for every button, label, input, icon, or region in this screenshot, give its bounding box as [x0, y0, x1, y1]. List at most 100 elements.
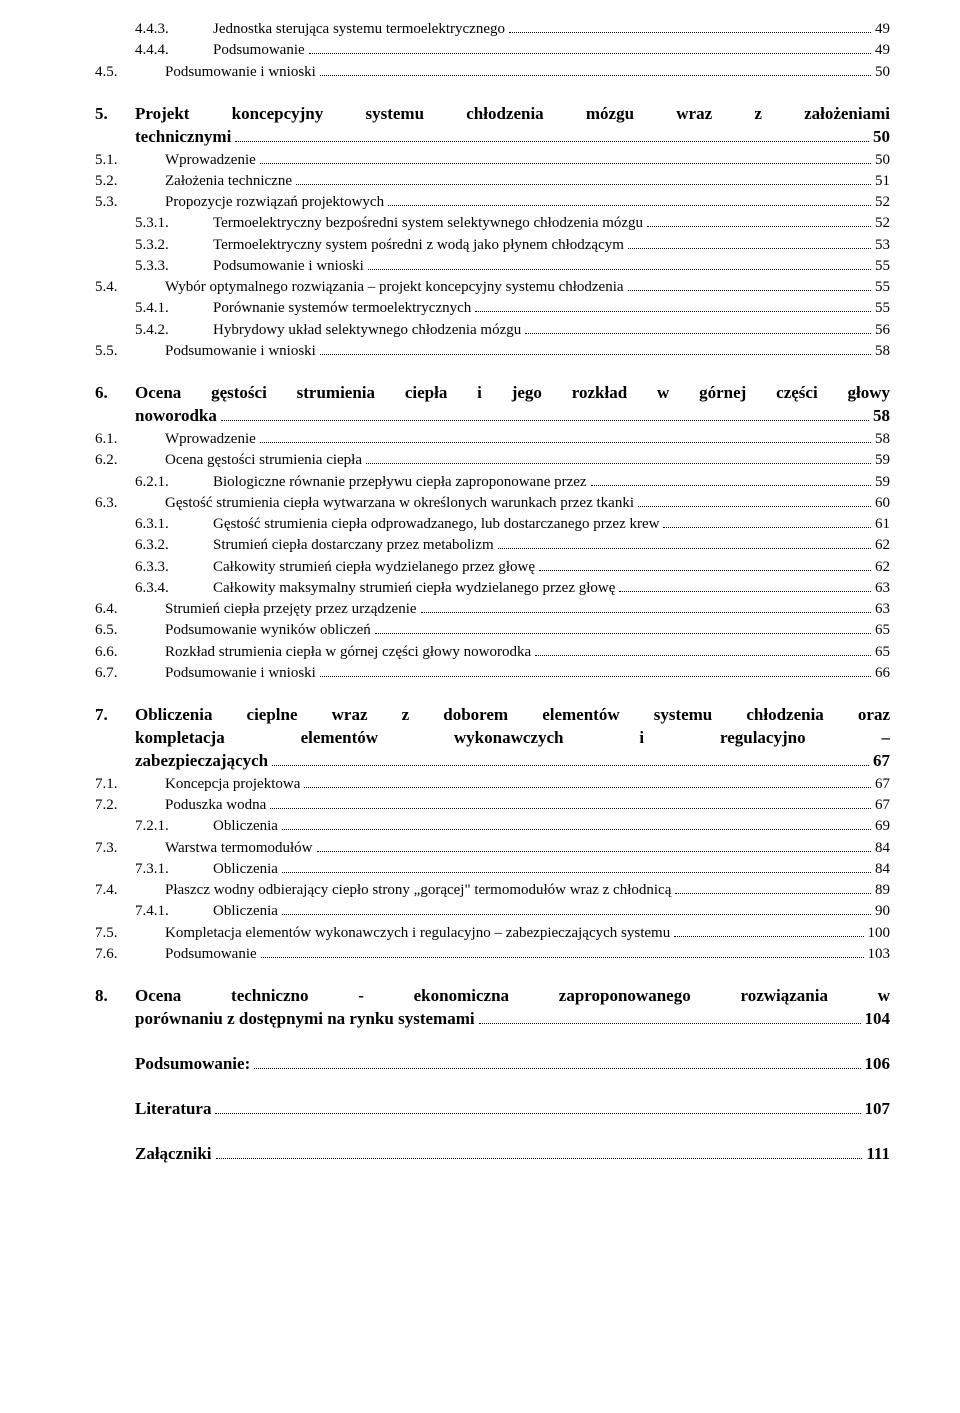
toc-page: 62	[875, 557, 890, 577]
toc-number: 6.2.1.	[135, 472, 213, 492]
toc-entry: 5.4.Wybór optymalnego rozwiązania – proj…	[95, 277, 890, 297]
toc-entry: 6.6.Rozkład strumienia ciepła w górnej c…	[95, 642, 890, 662]
toc-entry: 5.1.Wprowadzenie50	[95, 150, 890, 170]
toc-entry: 6.3.Gęstość strumienia ciepła wytwarzana…	[95, 493, 890, 513]
toc-entry: 7.3.Warstwa termomodułów84	[95, 838, 890, 858]
toc-entry: 5.2.Założenia techniczne51	[95, 171, 890, 191]
toc-leader-dots	[221, 420, 869, 421]
toc-entry: 6.1.Wprowadzenie58	[95, 429, 890, 449]
toc-leader-dots	[675, 893, 871, 894]
toc-title: Obliczenia	[213, 859, 278, 879]
toc-page: 49	[875, 19, 890, 39]
toc-page: 63	[875, 599, 890, 619]
toc-title: Strumień ciepła dostarczany przez metabo…	[213, 535, 494, 555]
section-gap	[95, 1076, 890, 1094]
toc-entry: 7.5.Kompletacja elementów wykonawczych i…	[95, 923, 890, 943]
toc-leader-dots	[309, 53, 871, 54]
toc-number: 8.	[95, 985, 135, 1008]
toc-leader-dots	[509, 32, 871, 33]
toc-entry: 6.5.Podsumowanie wyników obliczeń65	[95, 620, 890, 640]
toc-leader-dots	[304, 787, 871, 788]
toc-page: 50	[873, 126, 890, 149]
toc-title: Rozkład strumienia ciepła w górnej częśc…	[165, 642, 531, 662]
toc-number: 6.3.2.	[135, 535, 213, 555]
toc-chapter: 5.Projekt koncepcyjny systemu chłodzenia…	[95, 103, 890, 149]
toc-leader-dots	[674, 936, 863, 937]
toc-title: Koncepcja projektowa	[165, 774, 300, 794]
toc-leader-dots	[216, 1158, 863, 1159]
toc-entry: 7.3.1.Obliczenia84	[95, 859, 890, 879]
toc-entry: 6.3.1.Gęstość strumienia ciepła odprowad…	[95, 514, 890, 534]
toc-number: 6.3.	[95, 493, 165, 513]
toc-entry: 7.6.Podsumowanie103	[95, 944, 890, 964]
toc-leader-dots	[535, 655, 871, 656]
section-gap	[95, 83, 890, 101]
toc-title-line: Projekt koncepcyjny systemu chłodzenia m…	[135, 104, 890, 123]
toc-title: Załączniki	[135, 1143, 212, 1166]
toc-page: 59	[875, 472, 890, 492]
toc-leader-dots	[282, 829, 871, 830]
toc-entry: 7.4.Płaszcz wodny odbierający ciepło str…	[95, 880, 890, 900]
toc-number: 6.1.	[95, 429, 165, 449]
toc-number: 5.1.	[95, 150, 165, 170]
section-gap	[95, 1031, 890, 1049]
toc-page: 65	[875, 620, 890, 640]
toc-title: Termoelektryczny bezpośredni system sele…	[213, 213, 643, 233]
toc-number: 6.6.	[95, 642, 165, 662]
toc-number: 6.5.	[95, 620, 165, 640]
toc-page: 52	[875, 192, 890, 212]
toc-chapter-head: 5.Projekt koncepcyjny systemu chłodzenia…	[95, 103, 890, 126]
toc-page: 84	[875, 859, 890, 879]
section-gap	[95, 362, 890, 380]
toc-chapter-lastline: zabezpieczających67	[95, 750, 890, 773]
toc-leader-dots	[254, 1068, 860, 1069]
toc-page: 106	[865, 1053, 891, 1076]
table-of-contents: 4.4.3.Jednostka sterująca systemu termoe…	[95, 19, 890, 1184]
toc-title: Ocena gęstości strumienia ciepła	[165, 450, 362, 470]
toc-title: Obliczenia	[213, 901, 278, 921]
toc-number: 5.4.1.	[135, 298, 213, 318]
toc-entry: 5.3.Propozycje rozwiązań projektowych52	[95, 192, 890, 212]
toc-leader-dots	[368, 269, 871, 270]
toc-title: Biologiczne równanie przepływu ciepła za…	[213, 472, 587, 492]
toc-number: 5.3.	[95, 192, 165, 212]
toc-title-line: kompletacja elementów wykonawczych i reg…	[95, 727, 890, 750]
section-gap	[95, 1121, 890, 1139]
toc-leader-dots	[388, 205, 871, 206]
toc-chapter-head: 8.Ocena techniczno - ekonomiczna zapropo…	[95, 985, 890, 1008]
toc-chapter-lastline: porównaniu z dostępnymi na rynku systema…	[95, 1008, 890, 1031]
toc-title-tail: porównaniu z dostępnymi na rynku systema…	[95, 1008, 475, 1031]
toc-entry: 6.3.4.Całkowity maksymalny strumień ciep…	[95, 578, 890, 598]
toc-number: 5.2.	[95, 171, 165, 191]
toc-page: 59	[875, 450, 890, 470]
toc-standalone: Załączniki111	[95, 1143, 890, 1166]
toc-entry: 7.4.1.Obliczenia90	[95, 901, 890, 921]
toc-title: Termoelektryczny system pośredni z wodą …	[213, 235, 624, 255]
toc-standalone: Literatura107	[95, 1098, 890, 1121]
toc-number: 7.2.1.	[135, 816, 213, 836]
toc-entry: 5.5.Podsumowanie i wnioski58	[95, 341, 890, 361]
toc-number: 5.3.3.	[135, 256, 213, 276]
toc-leader-dots	[320, 676, 871, 677]
toc-title: Płaszcz wodny odbierający ciepło strony …	[165, 880, 671, 900]
toc-number: 4.4.4.	[135, 40, 213, 60]
section-gap	[95, 684, 890, 702]
toc-number: 5.4.2.	[135, 320, 213, 340]
toc-leader-dots	[498, 548, 871, 549]
toc-page: 58	[875, 429, 890, 449]
toc-title-tail: noworodka	[95, 405, 217, 428]
toc-page: 66	[875, 663, 890, 683]
toc-page: 55	[875, 298, 890, 318]
toc-leader-dots	[628, 290, 871, 291]
toc-leader-dots	[215, 1113, 860, 1114]
toc-page: 107	[865, 1098, 891, 1121]
toc-page: 84	[875, 838, 890, 858]
toc-page: 62	[875, 535, 890, 555]
toc-standalone: Podsumowanie:106	[95, 1053, 890, 1076]
toc-entry: 5.4.2.Hybrydowy układ selektywnego chłod…	[95, 320, 890, 340]
toc-leader-dots	[619, 591, 871, 592]
toc-title-tail: technicznymi	[95, 126, 231, 149]
toc-leader-dots	[539, 570, 871, 571]
toc-page: 58	[873, 405, 890, 428]
toc-leader-dots	[317, 851, 871, 852]
